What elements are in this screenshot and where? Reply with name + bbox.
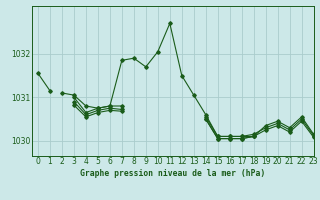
X-axis label: Graphe pression niveau de la mer (hPa): Graphe pression niveau de la mer (hPa) <box>80 169 265 178</box>
